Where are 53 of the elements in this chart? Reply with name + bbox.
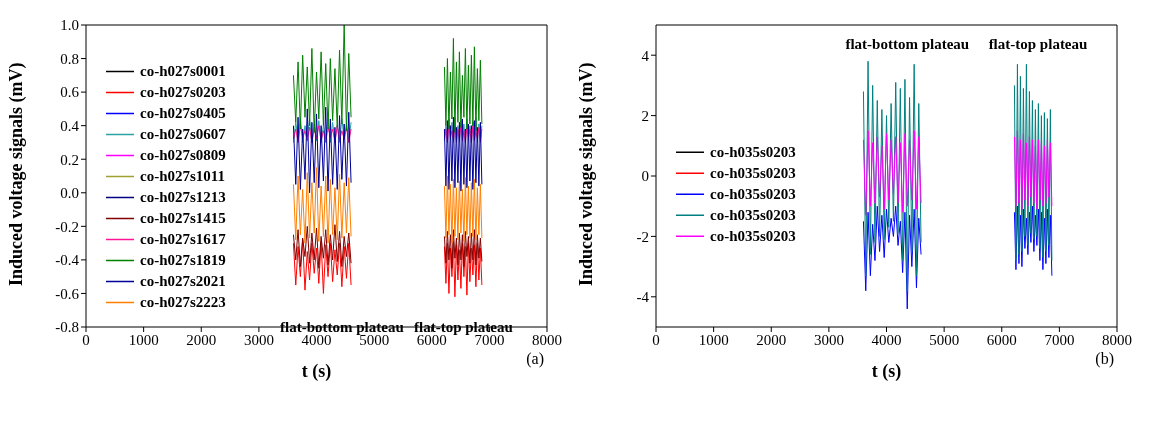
x-tick-label: 6000 — [986, 331, 1017, 348]
y-tick-label: 0 — [641, 168, 649, 185]
y-tick-label: 0.6 — [60, 84, 80, 101]
y-tick-label: 0.4 — [60, 117, 80, 134]
legend-label: co-h027s1617 — [140, 230, 226, 248]
y-tick-label: -4 — [636, 289, 650, 306]
x-tick-label: 2000 — [186, 331, 217, 348]
x-tick-label: 3000 — [813, 331, 844, 348]
x-axis-title: t (s) — [301, 361, 332, 382]
legend-label: co-h027s2021 — [140, 272, 226, 290]
y-axis-title: Induced voltage signals (mV) — [576, 62, 598, 286]
legend-label: co-h027s0607 — [140, 125, 226, 143]
legend-label: co-h035s0203 — [710, 185, 796, 203]
text: (b) — [1095, 350, 1114, 368]
x-tick-label: 4000 — [871, 331, 902, 348]
x-tick-label: 1000 — [128, 331, 159, 348]
y-tick-label: 0.0 — [60, 185, 79, 202]
y-tick-label: -0.8 — [55, 319, 79, 336]
y-tick-label: -0.2 — [55, 218, 79, 235]
legend-label: co-h027s0405 — [140, 104, 226, 122]
y-axis-title: Induced voltage signals (mV) — [6, 62, 28, 286]
legend-label: co-h027s1415 — [140, 209, 226, 227]
x-tick-label: 5000 — [929, 331, 960, 348]
y-tick-label: -0.4 — [55, 252, 80, 269]
legend-label: co-h027s1819 — [140, 251, 226, 269]
y-tick-label: 1.0 — [60, 17, 79, 34]
legend-label: co-h035s0203 — [710, 227, 796, 245]
x-tick-label: 8000 — [532, 331, 562, 348]
x-axis-title: t (s) — [871, 361, 902, 382]
x-tick-label: 2000 — [756, 331, 787, 348]
legend-label: co-h035s0203 — [710, 206, 796, 224]
x-tick-label: 1000 — [698, 331, 729, 348]
x-tick-label: 8000 — [1102, 331, 1132, 348]
legend-label: co-h027s0203 — [140, 83, 226, 101]
x-tick-label: 3000 — [243, 331, 274, 348]
y-tick-label: 0.8 — [60, 50, 79, 67]
legend-label: co-h027s0001 — [140, 62, 226, 80]
text: (a) — [526, 350, 544, 368]
legend-label: co-h027s1213 — [140, 188, 226, 206]
y-tick-label: -2 — [636, 228, 649, 245]
annotation: flat-top plateau — [988, 36, 1088, 54]
legend-label: co-h035s0203 — [710, 164, 796, 182]
y-tick-label: 0.2 — [60, 151, 79, 168]
y-tick-label: 4 — [641, 47, 650, 64]
legend-label: co-h027s1011 — [140, 167, 226, 185]
legend-label: co-h027s0809 — [140, 146, 226, 164]
legend-label: co-h027s2223 — [140, 293, 226, 311]
x-tick-label: 7000 — [1044, 331, 1075, 348]
y-tick-label: 2 — [641, 107, 649, 124]
legend-label: co-h035s0203 — [710, 143, 796, 161]
y-tick-label: -0.6 — [55, 285, 80, 302]
x-tick-label: 4000 — [301, 331, 332, 348]
annotation: flat-bottom plateau — [845, 36, 970, 54]
